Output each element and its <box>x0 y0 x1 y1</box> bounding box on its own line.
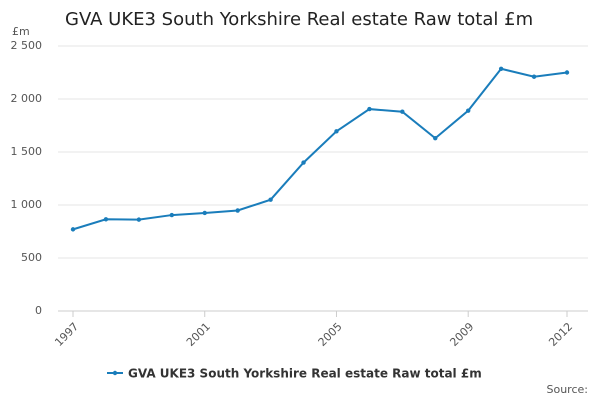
point <box>334 129 339 134</box>
y-tick-label: 0 <box>35 304 42 317</box>
chart-title: GVA UKE3 South Yorkshire Real estate Raw… <box>65 9 533 30</box>
point <box>564 70 570 75</box>
y-tick-label: 500 <box>21 251 42 264</box>
point <box>169 212 174 218</box>
y-tick-label: 1 000 <box>11 198 43 211</box>
point <box>301 160 306 165</box>
point <box>235 208 240 213</box>
point <box>202 210 207 216</box>
x-tick-label: 2001 <box>184 320 213 349</box>
legend-label: GVA UKE3 South Yorkshire Real estate Raw… <box>128 367 482 381</box>
point <box>400 109 405 114</box>
x-tick-label: 2005 <box>316 320 345 349</box>
line <box>72 67 568 231</box>
point <box>466 108 471 113</box>
point <box>268 197 273 202</box>
point <box>70 227 76 232</box>
y-tick-label: 1 500 <box>11 145 43 158</box>
point <box>531 74 537 79</box>
point <box>103 217 109 222</box>
point <box>136 217 142 222</box>
source: Source: <box>547 383 589 396</box>
x-tick-label: 2009 <box>447 320 476 349</box>
y-tick-label: 2 000 <box>11 92 43 105</box>
x-tick-label: 2012 <box>546 320 575 349</box>
point <box>367 106 372 112</box>
y-tick-label: 2 500 <box>11 39 43 52</box>
point <box>433 136 438 141</box>
y-unit: £m <box>12 25 30 38</box>
legend-marker <box>112 370 118 376</box>
point <box>498 66 504 71</box>
x-tick-label: 1997 <box>52 320 81 349</box>
